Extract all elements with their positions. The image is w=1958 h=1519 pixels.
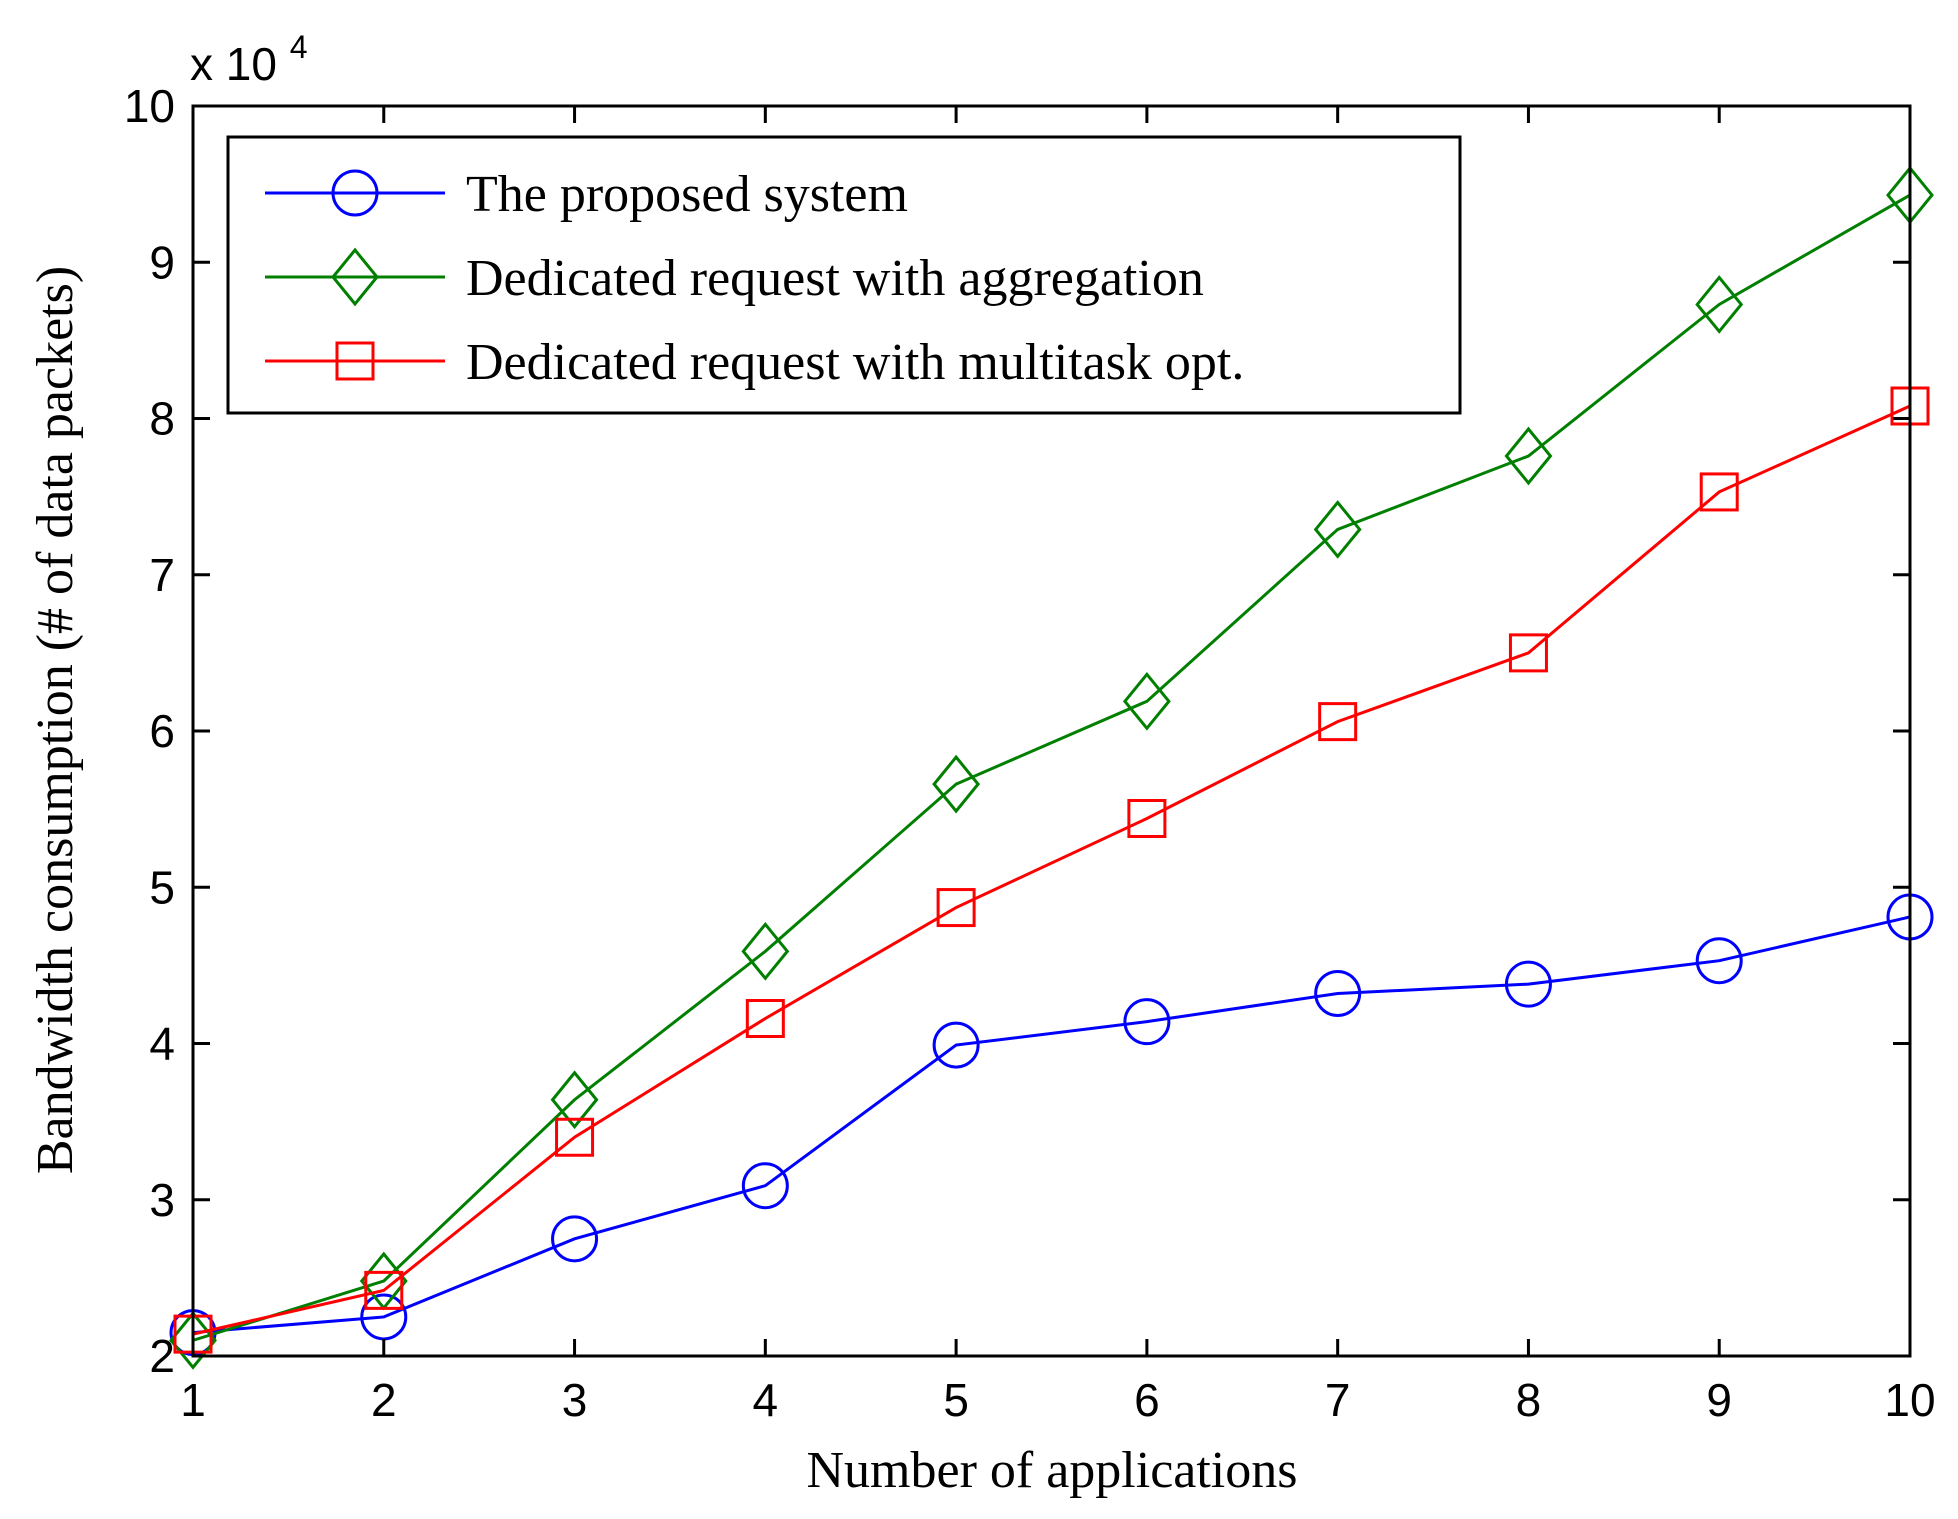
data-point-circle — [1314, 970, 1362, 1017]
y-tick-label: 6 — [149, 705, 175, 757]
legend-item: Dedicated request with multitask opt. — [265, 334, 1244, 391]
y-multiplier-exponent: 4 — [290, 29, 308, 65]
x-tick-label: 6 — [1134, 1374, 1160, 1426]
series-line — [192, 404, 1911, 1336]
x-tick-label: 10 — [1884, 1374, 1935, 1426]
legend-label: The proposed system — [466, 166, 908, 223]
x-axis-label: Number of applications — [807, 1442, 1298, 1499]
data-point-diamond — [932, 754, 981, 814]
data-point-diamond — [1695, 275, 1744, 334]
legend-label: Dedicated request with aggregation — [466, 250, 1204, 307]
series-line — [192, 193, 1911, 1342]
data-point-circle — [932, 1021, 980, 1069]
legend-marker-diamond — [331, 247, 379, 307]
legend: The proposed system Dedicated request wit… — [226, 135, 1462, 415]
data-point-square — [936, 888, 976, 928]
data-point-diamond — [1504, 426, 1553, 486]
x-tick-label: 9 — [1706, 1374, 1732, 1426]
legend-marker-square — [335, 341, 375, 381]
x-tick-label: 3 — [562, 1374, 588, 1426]
data-point-square — [1318, 702, 1358, 742]
series-line — [192, 915, 1911, 1335]
data-point-square — [1127, 799, 1167, 838]
data-point-square — [1508, 633, 1548, 673]
data-point-circle — [1504, 960, 1552, 1008]
data-point-diamond — [1122, 671, 1171, 731]
y-axis-label: Bandwidth consumption (# of data packets… — [27, 266, 84, 1174]
y-tick-label: 2 — [149, 1330, 175, 1382]
data-point-circle — [1123, 998, 1171, 1046]
y-axis-multiplier: x 10 4 — [190, 29, 308, 90]
x-tick-label: 2 — [371, 1374, 397, 1426]
y-tick-label: 8 — [149, 393, 175, 445]
legend-item: Dedicated request with aggregation — [265, 247, 1204, 307]
data-point-square — [1699, 472, 1739, 512]
data-point-circle — [741, 1162, 789, 1210]
y-tick-label: 7 — [149, 549, 175, 601]
data-point-square — [745, 999, 785, 1038]
legend-marker-circle — [331, 169, 379, 217]
series-layer — [169, 165, 1934, 1370]
y-tick-label: 4 — [149, 1018, 175, 1070]
data-point-square — [555, 1117, 595, 1157]
data-point-circle — [551, 1215, 599, 1263]
x-tick-label: 4 — [753, 1374, 779, 1426]
legend-box — [226, 135, 1462, 415]
x-tick-label: 8 — [1516, 1374, 1542, 1426]
x-tick-label: 5 — [943, 1374, 969, 1426]
data-point-square — [364, 1270, 404, 1310]
y-tick-label: 10 — [124, 80, 175, 132]
x-tick-label: 1 — [180, 1374, 206, 1426]
y-multiplier-base: x 10 — [190, 38, 277, 90]
data-point-diamond — [741, 921, 790, 981]
y-tick-label: 5 — [149, 861, 175, 913]
y-tick-label: 9 — [149, 236, 175, 288]
x-tick-label: 7 — [1325, 1374, 1351, 1426]
legend-label: Dedicated request with multitask opt. — [466, 334, 1244, 391]
y-tick-label: 3 — [149, 1174, 175, 1226]
data-point-diamond — [1313, 500, 1362, 559]
data-point-circle — [360, 1293, 408, 1341]
legend-item: The proposed system — [265, 166, 908, 223]
data-point-circle — [1695, 937, 1743, 985]
data-point-diamond — [550, 1070, 599, 1130]
